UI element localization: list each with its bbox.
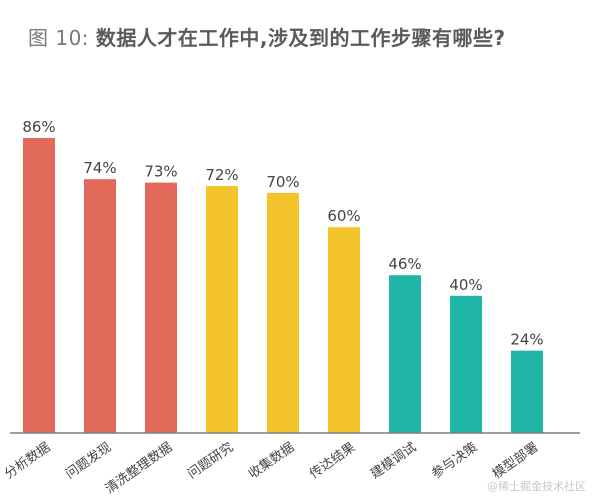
- value-label-2: 74%: [83, 159, 116, 177]
- bar-6: [328, 227, 360, 433]
- category-label-2: 问题发现: [63, 439, 115, 482]
- value-label-6: 60%: [327, 207, 360, 225]
- category-label-4: 问题研究: [185, 440, 236, 482]
- bar-5: [267, 192, 299, 433]
- bar-1: [23, 138, 55, 433]
- category-label-5: 收集数据: [246, 439, 298, 482]
- bar-9: [511, 350, 543, 433]
- category-label-8: 参与决策: [429, 439, 481, 482]
- chart-title-prefix: 图 10:: [28, 26, 96, 50]
- category-label-3: 清洗整理数据: [103, 440, 176, 497]
- bar-2: [84, 179, 116, 433]
- category-label-6: 传达结果: [307, 440, 358, 482]
- value-label-5: 70%: [266, 173, 299, 191]
- watermark: @稀土掘金技术社区: [487, 480, 586, 493]
- chart-title-main: 数据人才在工作中,涉及到的工作步骤有哪些?: [95, 26, 506, 50]
- value-label-8: 40%: [449, 276, 482, 294]
- category-label-7: 建模调试: [368, 440, 419, 482]
- bar-4: [206, 186, 238, 433]
- value-label-4: 72%: [205, 166, 238, 184]
- value-label-3: 73%: [144, 163, 177, 181]
- bar-3: [145, 182, 177, 433]
- bar-8: [450, 295, 482, 433]
- chart-title: 图 10: 数据人才在工作中,涉及到的工作步骤有哪些?: [28, 22, 506, 51]
- value-labels-layer: 86% 74% 73% 72% 70% 60% 46% 40% 24%: [22, 118, 543, 349]
- category-label-1: 分析数据: [2, 440, 53, 482]
- bars-layer: [23, 138, 543, 433]
- bar-7: [389, 275, 421, 433]
- category-label-9: 模型部署: [490, 440, 541, 482]
- value-label-9: 24%: [510, 331, 543, 349]
- value-label-1: 86%: [22, 118, 55, 136]
- value-label-7: 46%: [388, 255, 421, 273]
